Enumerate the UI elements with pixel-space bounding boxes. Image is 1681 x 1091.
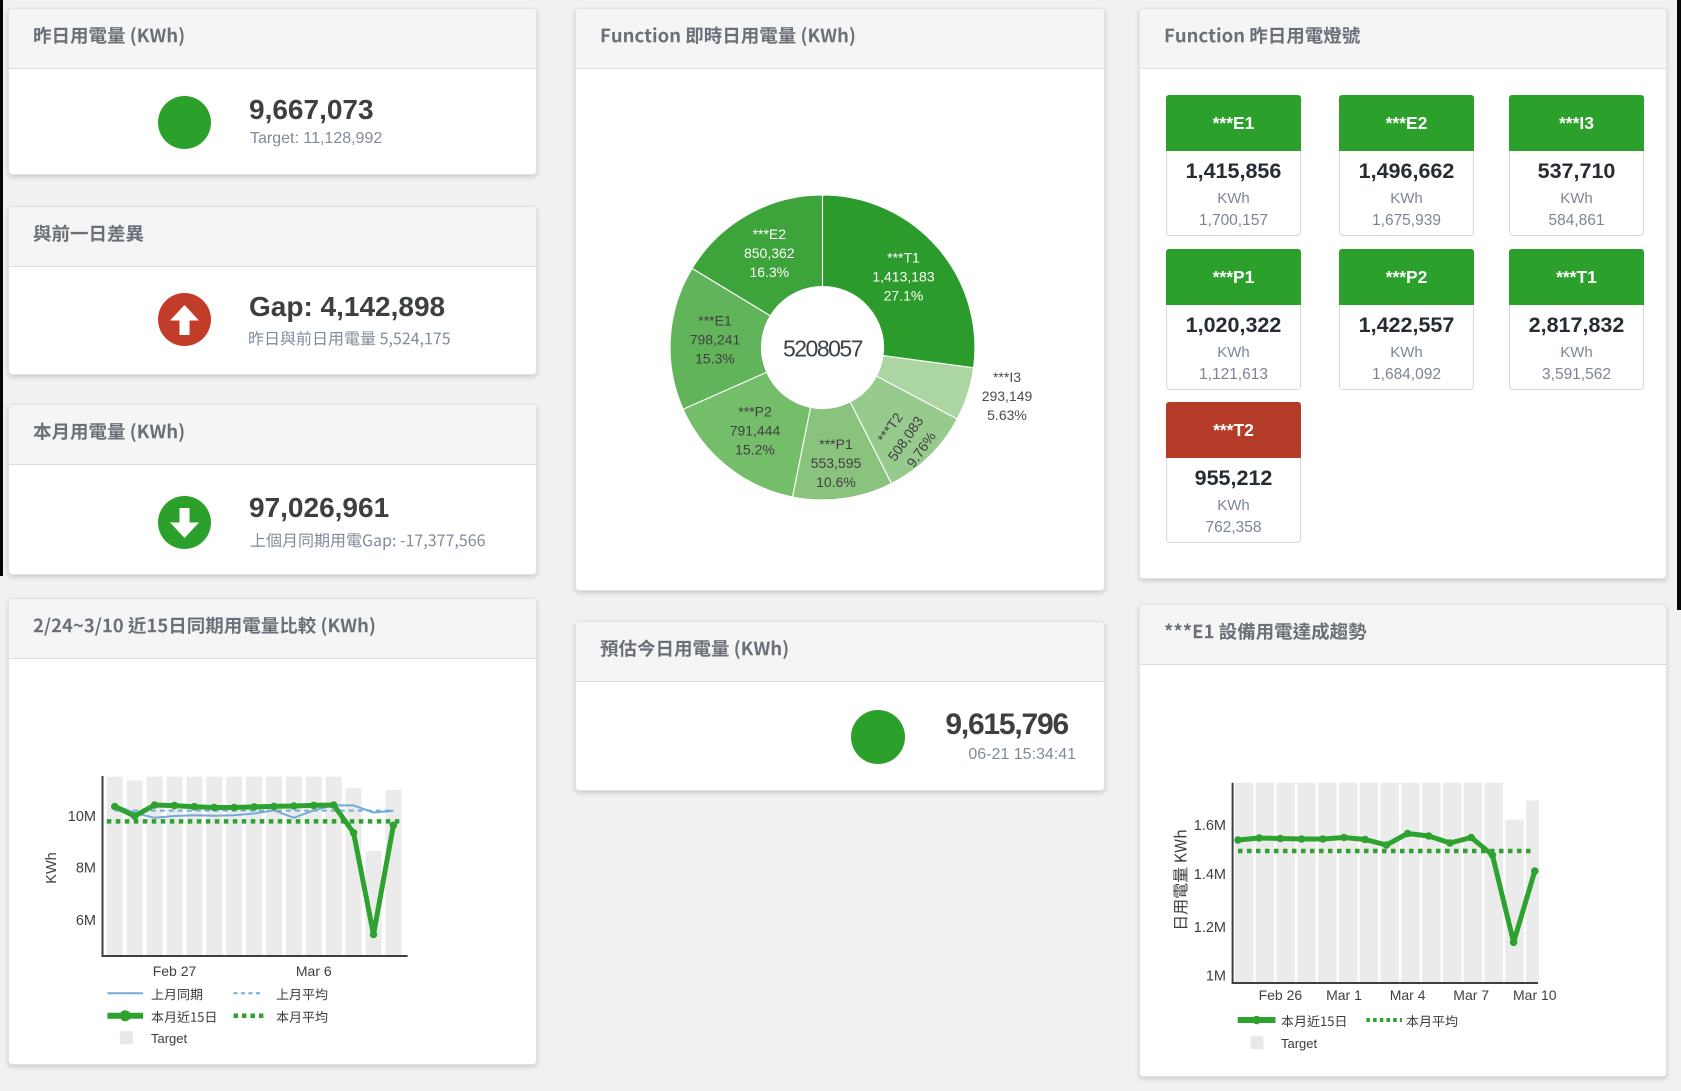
svg-text:1.6M: 1.6M: [1194, 818, 1226, 834]
svg-text:27.1%: 27.1%: [884, 288, 924, 304]
svg-text:Mar 4: Mar 4: [1390, 987, 1426, 1003]
svg-text:15.3%: 15.3%: [695, 351, 735, 367]
svg-text:Mar 7: Mar 7: [1453, 987, 1489, 1003]
svg-text:***T1: ***T1: [887, 250, 920, 266]
svg-text:6M: 6M: [76, 913, 96, 929]
svg-text:***P1: ***P1: [819, 436, 853, 452]
svg-text:1M: 1M: [1206, 969, 1226, 985]
svg-text:***P2: ***P2: [738, 404, 772, 420]
svg-text:15.2%: 15.2%: [735, 442, 775, 458]
svg-text:***E2: ***E2: [753, 226, 787, 242]
svg-text:Mar 1: Mar 1: [1326, 987, 1362, 1003]
svg-text:553,595: 553,595: [811, 455, 862, 471]
svg-text:Target: Target: [151, 1031, 188, 1046]
svg-text:791,444: 791,444: [730, 423, 781, 439]
svg-text:1,413,183: 1,413,183: [872, 269, 934, 285]
svg-text:Feb 26: Feb 26: [1259, 987, 1303, 1003]
svg-text:1.2M: 1.2M: [1194, 920, 1226, 936]
svg-text:Target: Target: [1281, 1036, 1318, 1051]
svg-text:***E1: ***E1: [698, 313, 732, 329]
svg-text:798,241: 798,241: [690, 332, 741, 348]
svg-text:Feb 27: Feb 27: [153, 963, 197, 979]
svg-text:5208057: 5208057: [783, 336, 863, 362]
svg-text:5.63%: 5.63%: [987, 407, 1027, 423]
svg-text:10M: 10M: [68, 809, 96, 825]
svg-text:850,362: 850,362: [744, 245, 795, 261]
svg-text:***I3: ***I3: [993, 369, 1021, 385]
svg-text:293,149: 293,149: [982, 388, 1033, 404]
svg-text:8M: 8M: [76, 861, 96, 877]
svg-text:16.3%: 16.3%: [749, 264, 789, 280]
svg-text:Mar 6: Mar 6: [296, 963, 332, 979]
svg-text:10.6%: 10.6%: [816, 474, 856, 490]
svg-text:1.4M: 1.4M: [1194, 867, 1226, 883]
svg-text:Mar 10: Mar 10: [1513, 987, 1557, 1003]
svg-text:KWh: KWh: [44, 852, 60, 883]
